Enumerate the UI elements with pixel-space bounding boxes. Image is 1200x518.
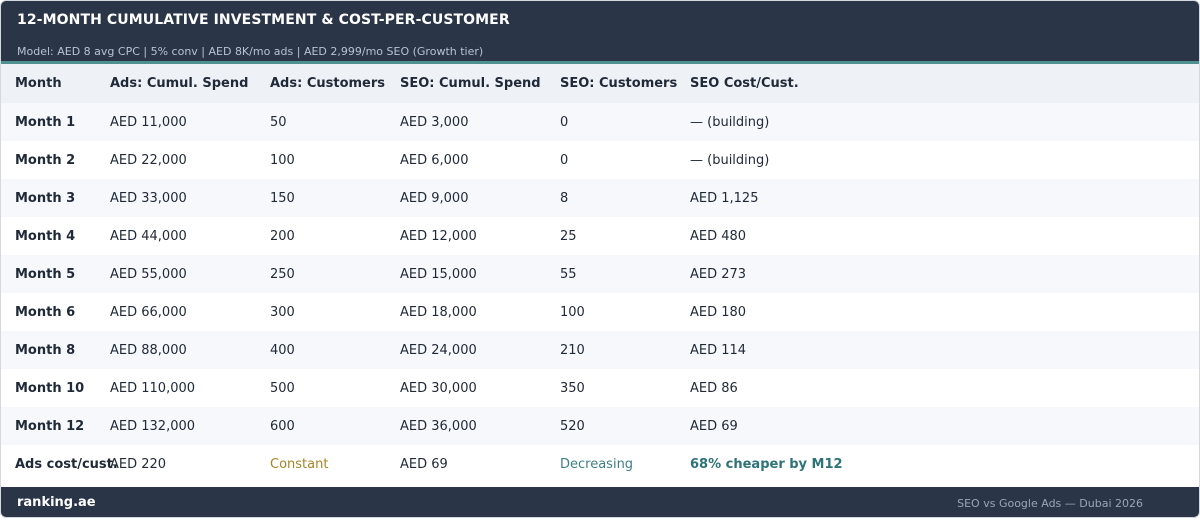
accent-divider: [1, 61, 1199, 64]
cell-ads-spend: AED 33,000: [110, 179, 270, 217]
cell-ads-customers: 400: [270, 331, 400, 369]
cell-ads-spend: AED 132,000: [110, 407, 270, 445]
table-header-banner: 12-MONTH CUMULATIVE INVESTMENT & COST-PE…: [1, 1, 1199, 61]
cell-ads-customers: 600: [270, 407, 400, 445]
cell-seo-customers: 520: [560, 407, 690, 445]
column-header-seo-spend: SEO: Cumul. Spend: [400, 64, 560, 103]
cell-ads-spend: AED 66,000: [110, 293, 270, 331]
cell-ads-customers: 50: [270, 103, 400, 141]
cell-month: Month 1: [1, 103, 110, 141]
cell-month: Month 3: [1, 179, 110, 217]
summary-savings: 68% cheaper by M12: [690, 445, 1199, 483]
cell-ads-customers: 500: [270, 369, 400, 407]
cell-seo-cost: AED 273: [690, 255, 1199, 293]
cell-seo-cost: AED 180: [690, 293, 1199, 331]
summary-ads-cost: AED 220: [110, 445, 270, 483]
cell-ads-customers: 150: [270, 179, 400, 217]
cell-seo-cost: AED 480: [690, 217, 1199, 255]
column-header-seo-cost: SEO Cost/Cust.: [690, 64, 1199, 103]
cell-ads-spend: AED 88,000: [110, 331, 270, 369]
cell-seo-cost: AED 1,125: [690, 179, 1199, 217]
cell-seo-customers: 0: [560, 141, 690, 179]
table-row: Month 4 AED 44,000 200 AED 12,000 25 AED…: [1, 217, 1199, 255]
cell-seo-spend: AED 30,000: [400, 369, 560, 407]
cell-ads-spend: AED 22,000: [110, 141, 270, 179]
column-header-ads-customers: Ads: Customers: [270, 64, 400, 103]
column-header-month: Month: [1, 64, 110, 103]
cell-seo-customers: 350: [560, 369, 690, 407]
summary-row: Ads cost/cust. AED 220 Constant AED 69 D…: [1, 445, 1199, 483]
table-row: Month 1 AED 11,000 50 AED 3,000 0 — (bui…: [1, 103, 1199, 141]
table-row: Month 5 AED 55,000 250 AED 15,000 55 AED…: [1, 255, 1199, 293]
cell-seo-cost: AED 86: [690, 369, 1199, 407]
cell-month: Month 12: [1, 407, 110, 445]
cell-seo-cost: AED 69: [690, 407, 1199, 445]
table-row: Month 2 AED 22,000 100 AED 6,000 0 — (bu…: [1, 141, 1199, 179]
cell-month: Month 5: [1, 255, 110, 293]
cell-month: Month 4: [1, 217, 110, 255]
cell-seo-spend: AED 12,000: [400, 217, 560, 255]
cell-ads-customers: 300: [270, 293, 400, 331]
cell-seo-customers: 100: [560, 293, 690, 331]
table-row: Month 10 AED 110,000 500 AED 30,000 350 …: [1, 369, 1199, 407]
table-footer: ranking.ae SEO vs Google Ads — Dubai 202…: [1, 487, 1199, 517]
cell-seo-spend: AED 9,000: [400, 179, 560, 217]
summary-seo-cost: AED 69: [400, 445, 560, 483]
cell-seo-customers: 25: [560, 217, 690, 255]
cell-seo-cost: AED 114: [690, 331, 1199, 369]
summary-ads-trend: Constant: [270, 445, 400, 483]
cell-ads-spend: AED 110,000: [110, 369, 270, 407]
cell-seo-spend: AED 3,000: [400, 103, 560, 141]
table-row: Month 6 AED 66,000 300 AED 18,000 100 AE…: [1, 293, 1199, 331]
cell-month: Month 8: [1, 331, 110, 369]
summary-label: Ads cost/cust.: [1, 445, 118, 483]
cell-seo-customers: 0: [560, 103, 690, 141]
cell-seo-spend: AED 15,000: [400, 255, 560, 293]
cell-month: Month 6: [1, 293, 110, 331]
cell-seo-customers: 8: [560, 179, 690, 217]
cell-ads-customers: 250: [270, 255, 400, 293]
cell-seo-spend: AED 18,000: [400, 293, 560, 331]
cell-ads-customers: 200: [270, 217, 400, 255]
table-row: Month 3 AED 33,000 150 AED 9,000 8 AED 1…: [1, 179, 1199, 217]
cell-seo-spend: AED 24,000: [400, 331, 560, 369]
cell-seo-spend: AED 36,000: [400, 407, 560, 445]
table-subtitle: Model: AED 8 avg CPC | 5% conv | AED 8K/…: [17, 45, 484, 58]
cell-month: Month 2: [1, 141, 110, 179]
column-header-ads-spend: Ads: Cumul. Spend: [110, 64, 270, 103]
cell-seo-cost: — (building): [690, 141, 1199, 179]
column-header-seo-customers: SEO: Customers: [560, 64, 690, 103]
footer-note: SEO vs Google Ads — Dubai 2026: [957, 497, 1143, 510]
cell-ads-spend: AED 11,000: [110, 103, 270, 141]
cell-month: Month 10: [1, 369, 110, 407]
cell-seo-cost: — (building): [690, 103, 1199, 141]
cell-seo-spend: AED 6,000: [400, 141, 560, 179]
table-row: Month 8 AED 88,000 400 AED 24,000 210 AE…: [1, 331, 1199, 369]
summary-seo-trend: Decreasing: [560, 445, 690, 483]
table-row: Month 12 AED 132,000 600 AED 36,000 520 …: [1, 407, 1199, 445]
cell-seo-customers: 210: [560, 331, 690, 369]
cell-ads-spend: AED 55,000: [110, 255, 270, 293]
brand-name: ranking.ae: [17, 495, 96, 510]
cell-seo-customers: 55: [560, 255, 690, 293]
investment-table: Month Ads: Cumul. Spend Ads: Customers S…: [1, 64, 1199, 483]
table-title: 12-MONTH CUMULATIVE INVESTMENT & COST-PE…: [17, 12, 510, 28]
cell-ads-spend: AED 44,000: [110, 217, 270, 255]
header-row: Month Ads: Cumul. Spend Ads: Customers S…: [1, 64, 1199, 103]
cell-ads-customers: 100: [270, 141, 400, 179]
